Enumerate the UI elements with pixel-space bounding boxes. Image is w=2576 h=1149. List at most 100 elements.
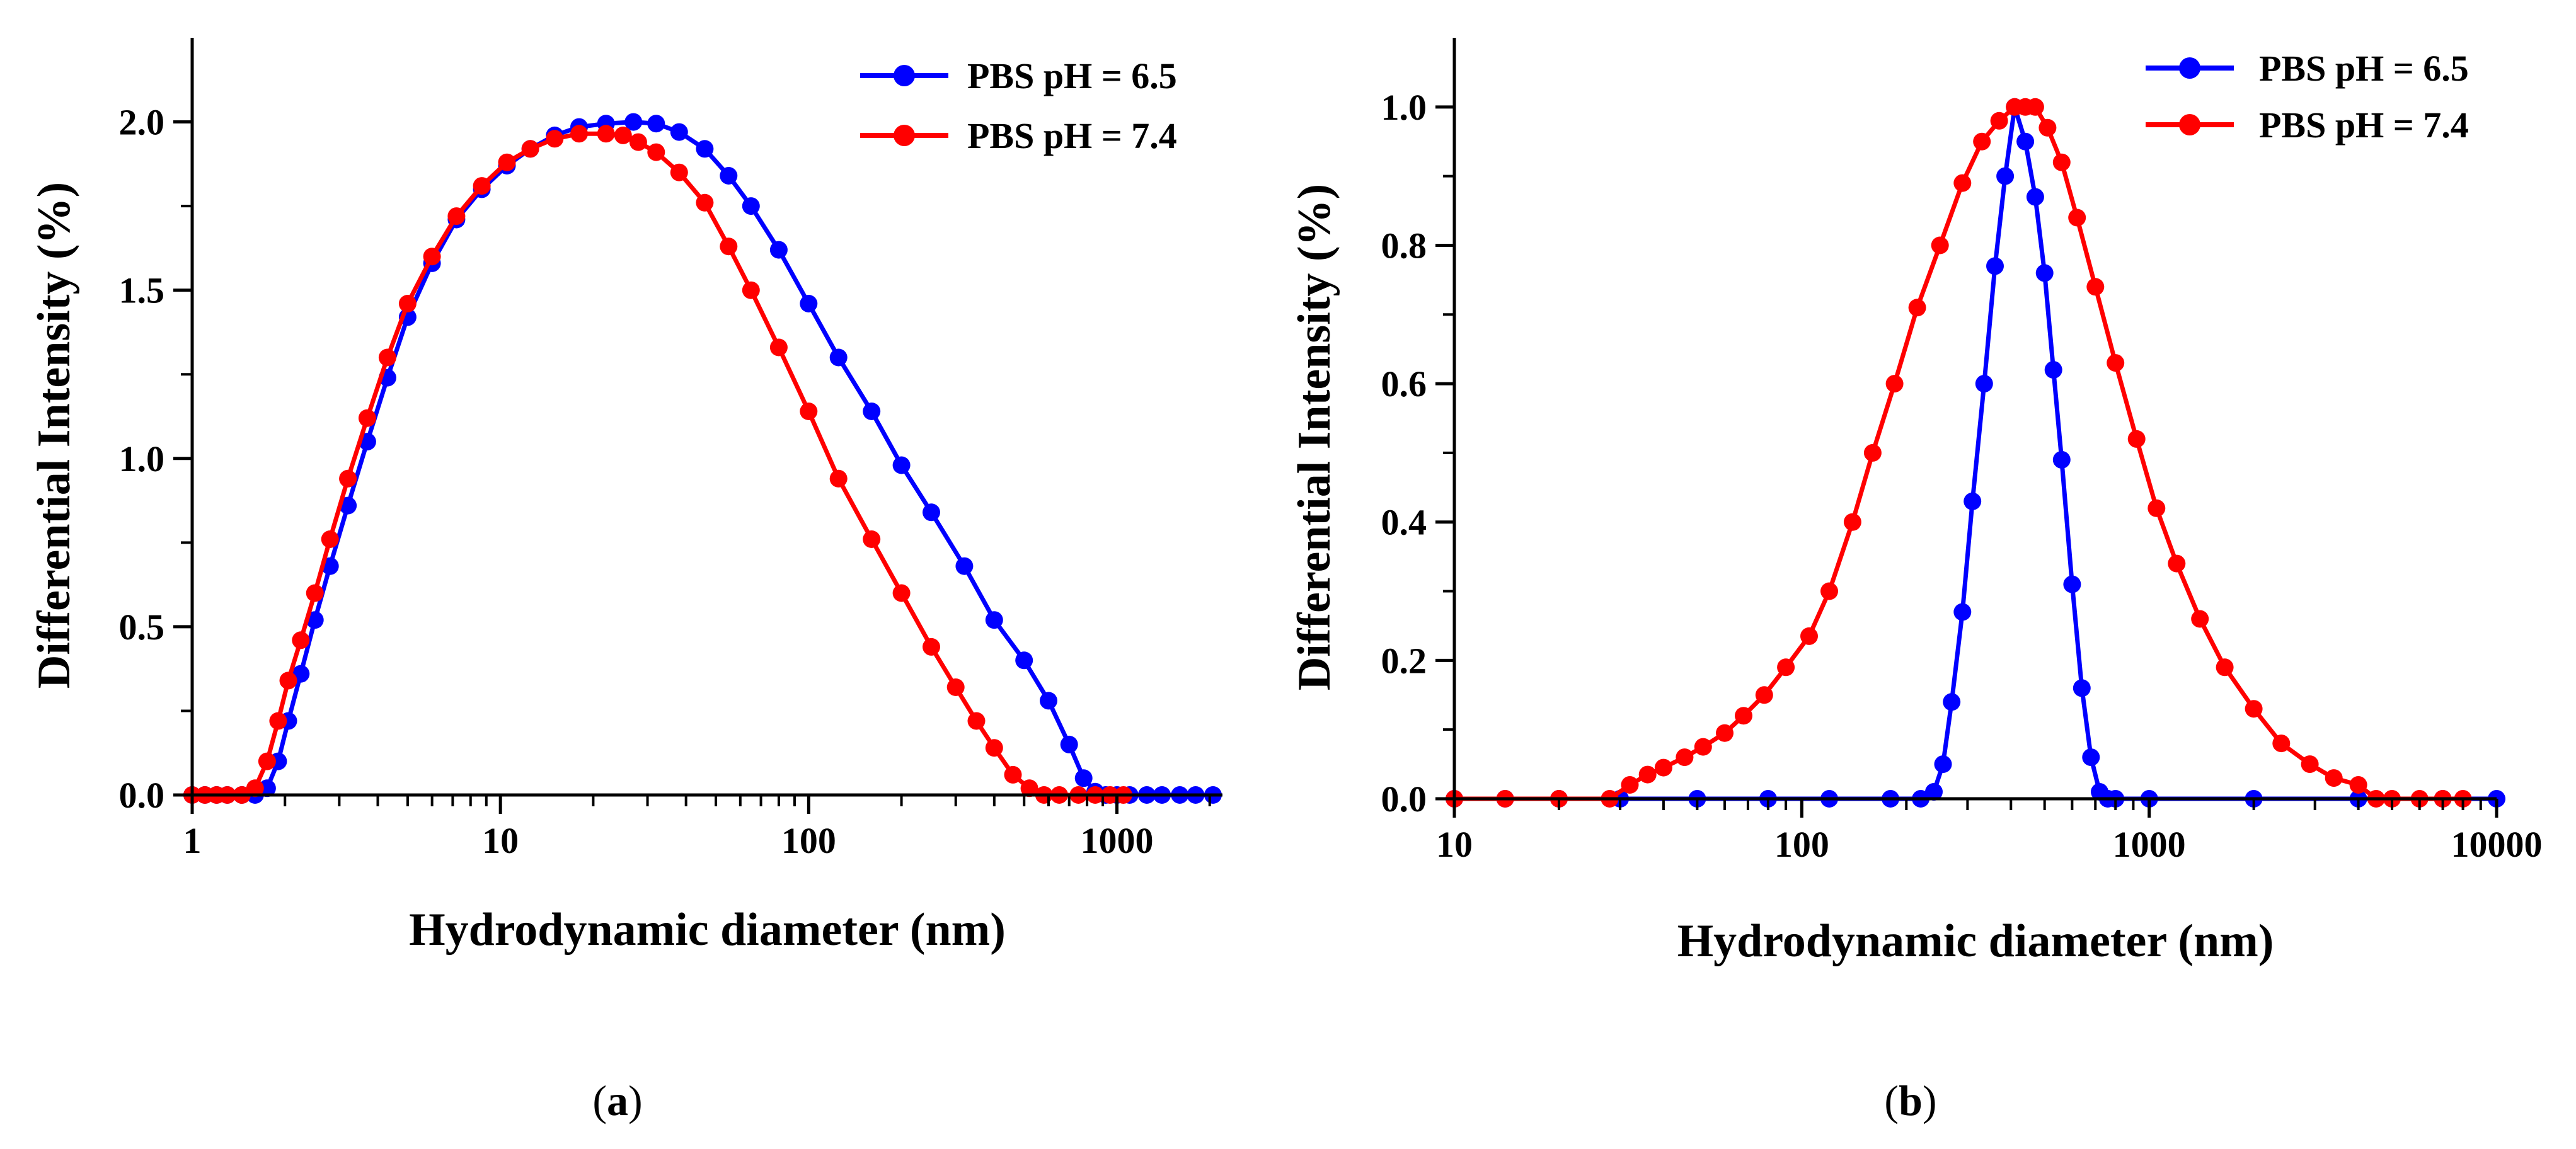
panel-a-axes: 0.0 0.5 1.0 1.5 2.0 1 10 100 1000 xyxy=(119,38,1222,861)
y-tick-label: 1.5 xyxy=(119,270,165,311)
x-tick-label: 10 xyxy=(1436,824,1473,865)
x-tick-label: 10000 xyxy=(2451,824,2543,865)
data-point xyxy=(279,672,297,690)
data-point xyxy=(2063,575,2081,593)
data-point xyxy=(1621,776,1639,794)
data-point xyxy=(624,113,643,131)
data-point xyxy=(1953,603,1972,621)
y-tick-label: 0.6 xyxy=(1381,363,1427,404)
data-point xyxy=(1934,755,1952,774)
data-point xyxy=(2086,278,2105,296)
data-point xyxy=(1638,765,1657,784)
data-point xyxy=(2148,499,2166,517)
data-point xyxy=(2325,769,2343,787)
data-point xyxy=(1800,627,1818,645)
panel-b-legend-marker-ph74 xyxy=(2179,114,2200,135)
data-point xyxy=(863,403,881,420)
data-point xyxy=(1953,174,1972,192)
panel-a-legend-marker-ph65 xyxy=(894,65,915,86)
data-point xyxy=(378,348,396,367)
data-point xyxy=(321,530,339,548)
panel-b-legend: PBS pH = 6.5 PBS pH = 7.4 xyxy=(2146,48,2469,146)
data-point xyxy=(1676,748,1694,767)
x-tick-label: 100 xyxy=(781,820,836,861)
data-point xyxy=(498,153,516,171)
data-point xyxy=(1986,257,2004,275)
data-point xyxy=(985,611,1003,629)
data-point xyxy=(2127,430,2146,448)
data-point xyxy=(1074,769,1093,787)
panel-b-caption-label: (b) xyxy=(1884,1077,1936,1124)
data-point xyxy=(892,456,911,474)
data-point xyxy=(2272,735,2291,753)
panel-b-legend-label-ph74: PBS pH = 7.4 xyxy=(2259,105,2469,146)
data-point xyxy=(2026,188,2044,206)
data-point xyxy=(339,469,357,488)
x-tick-label: 100 xyxy=(1774,824,1829,865)
y-tick-label: 1.0 xyxy=(1381,87,1427,128)
panel-b-legend-marker-ph65 xyxy=(2179,57,2200,79)
data-point xyxy=(2216,658,2234,677)
data-point xyxy=(2044,361,2062,379)
data-point xyxy=(1973,132,1991,151)
series-ph74 xyxy=(1446,98,2472,808)
data-point xyxy=(720,237,738,256)
data-point xyxy=(1694,738,1712,756)
x-tick-label: 1000 xyxy=(2113,824,2186,865)
x-tick-label: 1 xyxy=(183,820,202,861)
data-point xyxy=(306,611,324,629)
data-point xyxy=(2245,700,2263,718)
data-point xyxy=(1843,513,1861,531)
panel-a-legend: PBS pH = 6.5 PBS pH = 7.4 xyxy=(860,55,1177,156)
data-point xyxy=(629,133,647,151)
y-tick-label: 2.0 xyxy=(119,102,165,143)
data-point xyxy=(967,712,986,730)
data-point xyxy=(829,469,848,488)
panel-b-axes: 0.0 0.2 0.4 0.6 0.8 1.0 10 100 1000 10000 xyxy=(1381,38,2543,865)
data-point xyxy=(1716,724,1734,742)
data-point xyxy=(269,712,287,730)
data-point xyxy=(1040,692,1057,710)
data-point xyxy=(1060,735,1078,753)
data-point xyxy=(2052,153,2071,171)
y-tick-label: 0.5 xyxy=(119,607,165,648)
data-point xyxy=(829,348,848,367)
panel-a-caption-label: (a) xyxy=(592,1077,642,1124)
data-point xyxy=(647,115,665,133)
data-point xyxy=(955,557,974,575)
data-point xyxy=(696,193,714,212)
y-tick-label: 0.0 xyxy=(119,775,165,816)
data-point xyxy=(597,125,615,143)
data-point xyxy=(1015,651,1033,670)
x-tick-label: 1000 xyxy=(1080,820,1153,861)
data-point xyxy=(800,295,818,312)
data-point xyxy=(1885,375,1904,393)
data-point xyxy=(521,140,539,158)
data-point xyxy=(1820,582,1838,600)
data-point xyxy=(742,197,760,215)
data-point xyxy=(923,503,940,522)
data-point xyxy=(946,678,965,696)
data-point xyxy=(2035,264,2054,282)
data-point xyxy=(2168,554,2186,573)
data-point xyxy=(2026,98,2044,116)
data-point xyxy=(769,241,788,259)
data-point xyxy=(1925,783,1943,801)
data-point xyxy=(2107,354,2125,372)
data-point xyxy=(423,248,441,266)
chart-panel-b: 0.0 0.2 0.4 0.6 0.8 1.0 10 100 1000 10000 PBS pH … xyxy=(1289,38,2543,1124)
data-point xyxy=(863,530,881,548)
data-point xyxy=(800,403,818,420)
data-point xyxy=(398,295,417,312)
data-point xyxy=(670,163,688,181)
data-point xyxy=(2068,209,2086,227)
data-point xyxy=(742,281,760,299)
data-point xyxy=(769,338,788,357)
y-tick-label: 1.0 xyxy=(119,438,165,479)
panel-a-y-axis-title: Differential Intensity (%) xyxy=(28,182,80,689)
data-point xyxy=(2349,776,2367,794)
data-point xyxy=(670,123,688,141)
data-point xyxy=(2073,679,2091,697)
panel-a-legend-label-ph74: PBS pH = 7.4 xyxy=(967,115,1177,156)
